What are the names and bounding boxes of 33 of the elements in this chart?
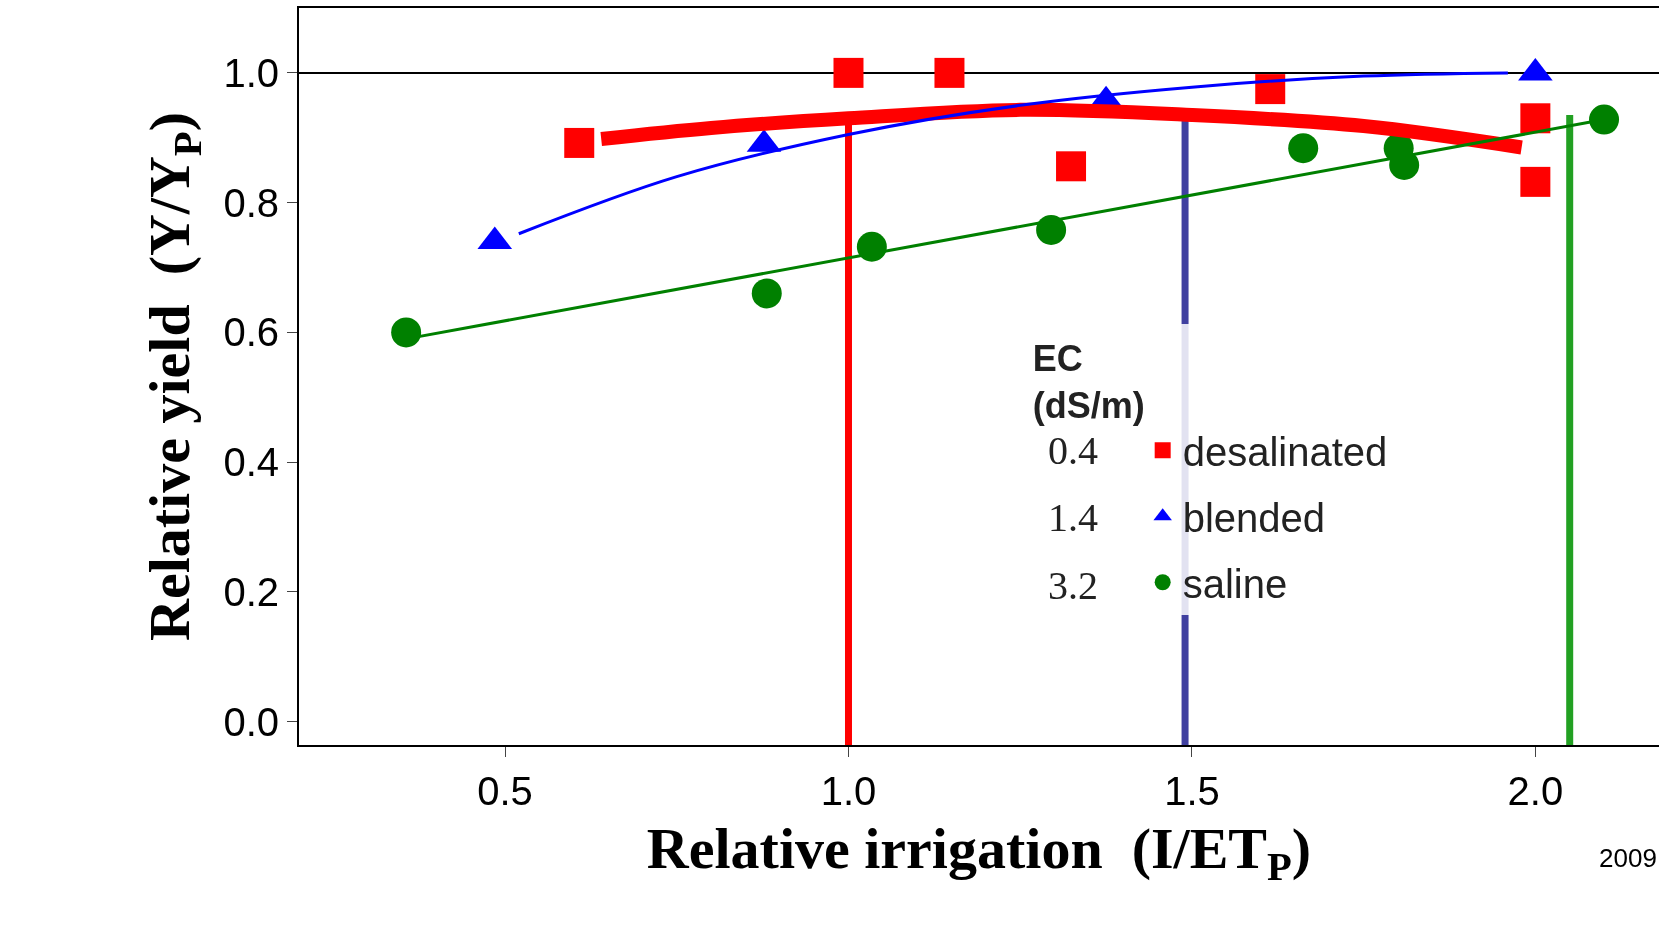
- y-tick-label: 0.4: [223, 440, 279, 485]
- legend-title: EC (dS/m): [1032, 337, 1145, 426]
- x-tick-label: 1.0: [820, 769, 877, 813]
- y-tick-label: 0.6: [223, 310, 279, 355]
- point: [1036, 214, 1067, 245]
- point: [1589, 104, 1620, 135]
- x-tick-label: 2.0: [1507, 769, 1564, 813]
- annotation: 1.4: [1048, 495, 1098, 540]
- y-tick-label: 0.2: [223, 569, 279, 614]
- y-tick-label: 0.8: [223, 180, 279, 225]
- point: [751, 278, 782, 309]
- point: [1520, 166, 1551, 197]
- point: [564, 127, 595, 158]
- annotation: 0.4: [1048, 428, 1098, 473]
- legend-label: saline: [1182, 561, 1288, 606]
- text: 2009: [1599, 843, 1657, 873]
- point: [934, 57, 965, 88]
- x-tick-label: 1.5: [1164, 769, 1220, 813]
- point: [833, 57, 864, 88]
- y-tick-label: 0.0: [223, 699, 279, 744]
- point: [1520, 103, 1551, 134]
- point: [1255, 74, 1286, 105]
- x-axis-title: Relative irrigation (I/ET$_{P}$): [646, 815, 1312, 889]
- point: [1389, 150, 1420, 180]
- legend-label: blended: [1182, 495, 1326, 540]
- point: [1288, 133, 1319, 164]
- x-tick-label: 0.5: [477, 769, 533, 813]
- annotation: 3.2: [1048, 563, 1098, 608]
- point: [1056, 151, 1087, 182]
- legend-label: desalinated: [1182, 429, 1388, 474]
- y-tick-label: 1.0: [223, 50, 279, 95]
- line-series: [517, 71, 1510, 236]
- point: [391, 317, 422, 348]
